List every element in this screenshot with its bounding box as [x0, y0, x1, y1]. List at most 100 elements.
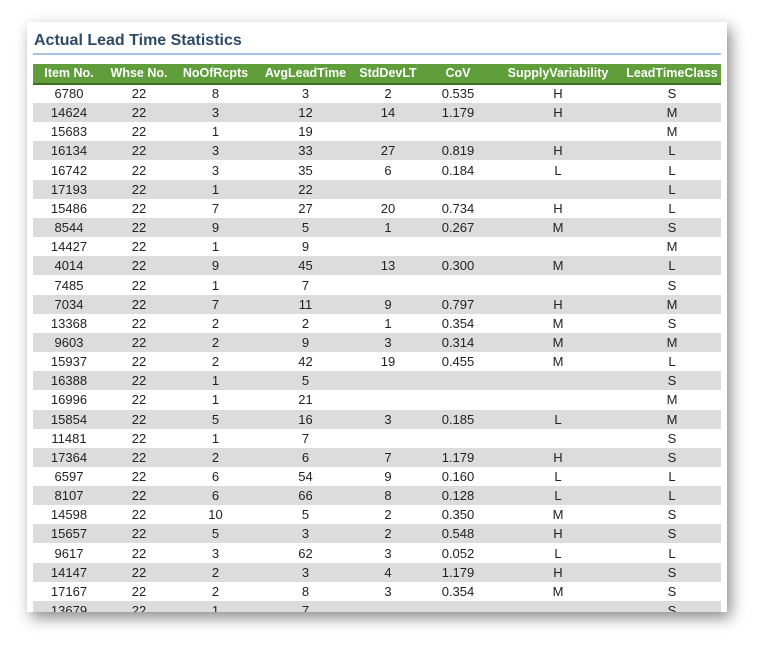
table-cell: 10: [208, 507, 223, 523]
table-cell: 22: [131, 315, 147, 331]
table-cell: 17364: [50, 449, 88, 465]
table-cell: 12: [298, 105, 313, 121]
table-cell: 2: [301, 315, 310, 331]
table-row: 14427 22 1 9 M: [33, 237, 721, 256]
header-cell: LeadTimeClass: [626, 66, 718, 80]
table-cell: 22: [131, 469, 147, 484]
table-row: 15657 22 5 3 2 0.548 H S: [33, 524, 721, 544]
table-cell: M: [552, 354, 564, 370]
table-cell: L: [668, 469, 676, 484]
table-cell: 3: [211, 105, 220, 121]
table-cell: 0.160: [441, 469, 475, 484]
table-cell: 6: [211, 469, 220, 484]
table-row: 16742 22 3 35 6 0.184 L L: [33, 161, 721, 180]
table-cell: L: [668, 162, 676, 178]
table-cell: 22: [131, 200, 147, 216]
table-cell: M: [552, 220, 564, 236]
table-cell: 22: [298, 181, 313, 197]
table-cell: M: [552, 583, 564, 599]
table-cell: 15683: [50, 124, 88, 140]
table-cell: 22: [131, 354, 147, 370]
table-cell: S: [667, 526, 677, 542]
table-cell: 22: [131, 603, 147, 612]
table-cell: 4014: [54, 258, 84, 274]
sheet-title: Actual Lead Time Statistics: [34, 32, 242, 49]
table-cell: 1: [211, 603, 220, 612]
table-cell: M: [666, 239, 678, 255]
table-cell: 13: [380, 258, 396, 274]
table-cell: M: [666, 296, 678, 312]
table-cell: 9: [211, 220, 220, 236]
table-cell: 7: [211, 200, 220, 216]
table-row: 8544 22 9 5 1 0.267 M S: [33, 218, 721, 238]
table-cell: 15854: [50, 411, 88, 427]
header-cell: Whse No.: [110, 66, 168, 80]
header-cell: NoOfRcpts: [182, 66, 249, 80]
table-cell: 9617: [54, 545, 84, 561]
table-cell: 9: [384, 469, 392, 484]
table-cell: 1: [211, 181, 220, 197]
table-cell: 3: [211, 162, 220, 178]
table-cell: 2: [384, 526, 392, 542]
table-cell: 14427: [50, 239, 88, 255]
table-cell: 2: [211, 449, 220, 465]
table-cell: S: [667, 583, 677, 599]
table-row: 4014 22 9 45 13 0.300 M L: [33, 256, 721, 276]
table-cell: S: [667, 315, 677, 331]
table-cell: 0.354: [441, 583, 475, 599]
table-cell: H: [553, 143, 563, 159]
table-row: 16134 22 3 33 27 0.819 H L: [33, 141, 721, 161]
table-cell: 16388: [50, 373, 88, 389]
table-cell: M: [552, 315, 564, 331]
table-cell: 5: [301, 373, 310, 389]
table-cell: L: [668, 488, 676, 504]
table-cell: 0.354: [441, 315, 475, 331]
table-cell: 6: [211, 488, 220, 504]
table-cell: 1: [384, 315, 392, 331]
table-cell: 22: [131, 296, 147, 312]
table-cell: L: [668, 354, 676, 370]
table-cell: 3: [301, 564, 310, 580]
table-cell: 45: [298, 258, 313, 274]
table-cell: S: [667, 373, 677, 389]
header-row: Item No. Whse No. NoOfRcpts AvgLeadTime StdD…: [33, 64, 721, 85]
table-row: 16388 22 1 5 S: [33, 371, 721, 391]
table-cell: 3: [301, 526, 310, 542]
table-cell: 3: [384, 545, 392, 561]
table-cell: 1: [211, 373, 220, 389]
table-cell: 4: [384, 564, 392, 580]
table-cell: 3: [211, 545, 220, 561]
table-cell: 0.052: [441, 545, 475, 561]
table-cell: 42: [298, 354, 313, 370]
table-cell: 0.185: [441, 411, 475, 427]
table-cell: S: [667, 449, 677, 465]
table-cell: L: [554, 488, 562, 504]
table-cell: 2: [211, 354, 220, 370]
table-cell: H: [553, 105, 563, 121]
table-cell: M: [666, 411, 678, 427]
table-row: 15937 22 2 42 19 0.455 M L: [33, 352, 721, 371]
table-cell: 17167: [50, 583, 88, 599]
table-cell: M: [666, 124, 678, 140]
table-cell: 7: [384, 449, 392, 465]
table-cell: 8544: [54, 220, 84, 236]
table-cell: 1.179: [441, 449, 475, 465]
table-cell: 11: [298, 296, 313, 312]
table-cell: M: [666, 392, 678, 408]
table-cell: M: [552, 507, 564, 523]
table-cell: 8: [384, 488, 392, 504]
table-row: 15486 22 7 27 20 0.734 H L: [33, 199, 721, 218]
table-cell: 22: [131, 334, 147, 350]
table-cell: 0.819: [441, 143, 475, 159]
table-cell: 0.797: [441, 296, 475, 312]
table-cell: 13679: [50, 603, 88, 612]
table-cell: 5: [301, 220, 310, 236]
table-cell: L: [668, 258, 676, 274]
table-cell: 8107: [54, 488, 84, 504]
table-cell: 2: [211, 315, 220, 331]
table-cell: 7: [301, 603, 310, 612]
table-cell: 15937: [50, 354, 88, 370]
table-cell: 0.455: [441, 354, 475, 370]
table-cell: 2: [384, 86, 392, 101]
table-cell: 2: [384, 507, 392, 523]
